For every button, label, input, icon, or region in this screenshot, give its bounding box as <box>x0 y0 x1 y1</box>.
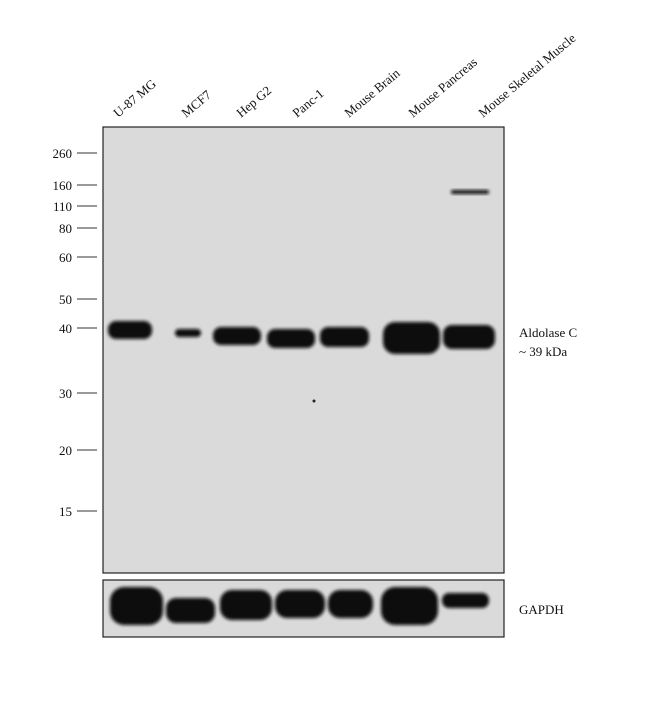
lane-label: Mouse Brain <box>341 65 403 120</box>
band <box>175 329 201 337</box>
marker-label: 160 <box>53 178 73 193</box>
lane-label: Panc-1 <box>289 86 326 121</box>
marker-label: 15 <box>59 504 72 519</box>
marker-label: 30 <box>59 386 72 401</box>
band <box>451 190 489 194</box>
band <box>267 329 315 348</box>
target-bands <box>108 190 495 403</box>
band <box>381 587 438 625</box>
lane-label: MCF7 <box>178 87 214 121</box>
band <box>108 321 152 339</box>
marker-label: 80 <box>59 221 72 236</box>
band <box>383 322 440 354</box>
band <box>443 325 495 349</box>
marker-label: 50 <box>59 292 72 307</box>
band <box>320 327 369 347</box>
lane-label: U-87 MG <box>110 76 159 120</box>
band <box>166 598 215 623</box>
lane-label: Hep G2 <box>233 83 274 121</box>
band <box>110 587 163 625</box>
band <box>442 593 489 608</box>
lane-label: Mouse Pancreas <box>405 54 480 120</box>
target-name: Aldolase C <box>519 325 577 340</box>
band <box>275 590 325 618</box>
target-size: ~ 39 kDa <box>519 344 567 359</box>
marker-label: 260 <box>53 146 73 161</box>
marker-label: 40 <box>59 321 72 336</box>
band <box>213 327 261 345</box>
loading-control-label: GAPDH <box>519 602 564 617</box>
speck <box>312 399 316 403</box>
marker-label: 20 <box>59 443 72 458</box>
band <box>220 590 272 620</box>
lane-label: Mouse Skeletal Muscle <box>475 30 578 120</box>
gapdh-bands <box>110 587 489 625</box>
marker-label: 110 <box>53 199 72 214</box>
marker-label: 60 <box>59 250 72 265</box>
main-blot <box>102 126 505 574</box>
band <box>328 590 373 618</box>
